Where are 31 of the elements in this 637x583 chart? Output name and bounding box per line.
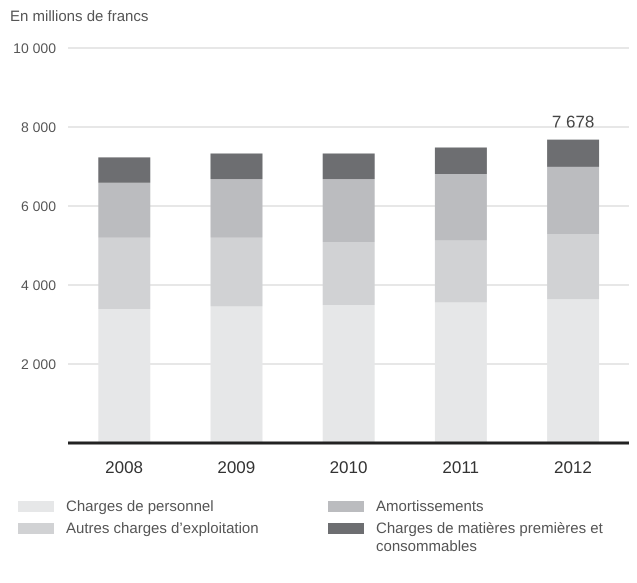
x-tick-label: 2012 bbox=[554, 458, 592, 478]
bar bbox=[210, 306, 262, 443]
bar bbox=[322, 179, 375, 242]
legend-label: Charges de personnel bbox=[66, 498, 214, 516]
bar bbox=[210, 179, 262, 238]
y-tick-label: 4 000 bbox=[20, 276, 56, 293]
bar bbox=[547, 299, 600, 443]
legend-label: Amortissements bbox=[376, 498, 484, 516]
bar bbox=[98, 157, 150, 183]
bar bbox=[547, 140, 600, 167]
bar bbox=[210, 153, 262, 180]
bar bbox=[434, 302, 487, 443]
legend-label: Autres charges d’exploitation bbox=[66, 520, 259, 538]
y-tick-label: 2 000 bbox=[20, 356, 56, 372]
y-tick-label: 8 000 bbox=[20, 118, 56, 135]
x-tick-label: 2010 bbox=[330, 458, 368, 478]
total-label: 7 678 bbox=[552, 112, 594, 132]
y-tick-label: 10 000 bbox=[13, 40, 56, 56]
legend-label: Charges de matières premières et consommables bbox=[376, 520, 604, 556]
bar bbox=[322, 153, 375, 180]
bar bbox=[434, 148, 487, 174]
bar bbox=[547, 166, 600, 234]
bar bbox=[98, 309, 150, 443]
x-tick-label: 2011 bbox=[442, 458, 479, 478]
y-tick-label: 6 000 bbox=[20, 198, 56, 214]
x-tick-label: 2008 bbox=[105, 458, 144, 478]
bar bbox=[322, 305, 375, 443]
x-tick-label: 2009 bbox=[217, 458, 256, 478]
bar bbox=[434, 174, 487, 240]
y-axis-title: En millions de francs bbox=[9, 8, 150, 27]
bar bbox=[98, 182, 150, 238]
